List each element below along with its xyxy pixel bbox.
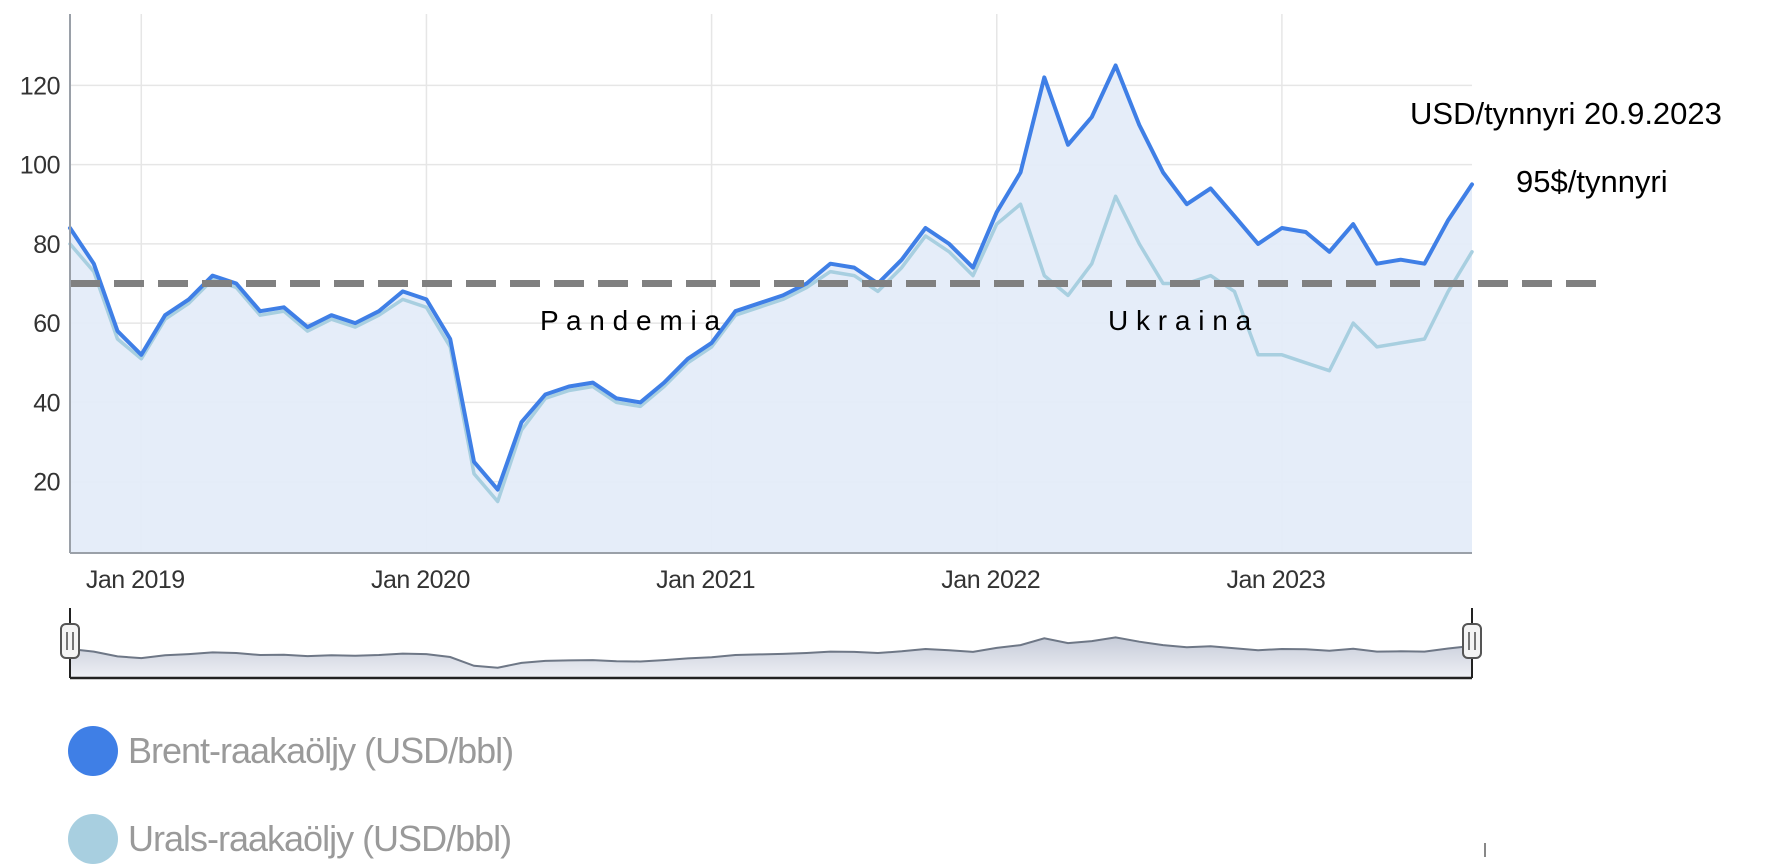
- x-tick-label: Jan 2019: [86, 566, 185, 594]
- annotation-unit-date: USD/tynnyri 20.9.2023: [1410, 96, 1722, 131]
- series-line-brent: [68, 63, 1474, 492]
- area-fill: [70, 65, 1472, 553]
- x-tick-label: Jan 2021: [656, 566, 755, 594]
- x-tick-labels: Jan 2019 Jan 2020 Jan 2021 Jan 2022 Jan 2023: [86, 566, 1326, 594]
- legend-swatch-brent: [68, 726, 118, 776]
- series-lines: [68, 63, 1474, 504]
- axes: [69, 14, 1472, 554]
- x-tick-label: Jan 2022: [941, 566, 1040, 594]
- y-tick-label: 120: [20, 72, 60, 100]
- y-tick-label: 20: [33, 469, 60, 497]
- x-tick-label: Jan 2023: [1226, 566, 1325, 594]
- grip-icon: [1468, 632, 1476, 650]
- grip-icon: [66, 632, 74, 650]
- x-tick-label: Jan 2020: [371, 566, 470, 594]
- y-tick-label: 60: [33, 310, 60, 338]
- legend-item-urals[interactable]: Urals-raakaöljy (USD/bbl): [68, 814, 512, 864]
- y-tick-label: 80: [33, 231, 60, 259]
- navigator-handle-right[interactable]: [1462, 623, 1482, 659]
- series-line-urals: [68, 194, 1474, 504]
- navigator-handle-left[interactable]: [60, 623, 80, 659]
- plot-area-fill: [70, 65, 1472, 553]
- navigator-area: [70, 637, 1472, 678]
- y-tick-label: 100: [20, 152, 60, 180]
- corner-tick-mark: [1484, 843, 1486, 857]
- annotation-pandemic: P a n d e m i a: [540, 305, 720, 336]
- annotation-ukraine: U k r a i n a: [1108, 305, 1252, 336]
- navigator-line: [69, 636, 1473, 669]
- y-tick-label: 40: [33, 389, 60, 417]
- legend-label-brent: Brent-raakaöljy (USD/bbl): [128, 730, 514, 771]
- annotation-latest-price: 95$/tynnyri: [1516, 164, 1668, 199]
- y-tick-labels: 20 40 60 80 100 120: [20, 72, 61, 497]
- legend-swatch-urals: [68, 814, 118, 864]
- legend-label-urals: Urals-raakaöljy (USD/bbl): [128, 818, 512, 859]
- legend-item-brent[interactable]: Brent-raakaöljy (USD/bbl): [68, 726, 514, 776]
- range-navigator[interactable]: [60, 608, 1482, 680]
